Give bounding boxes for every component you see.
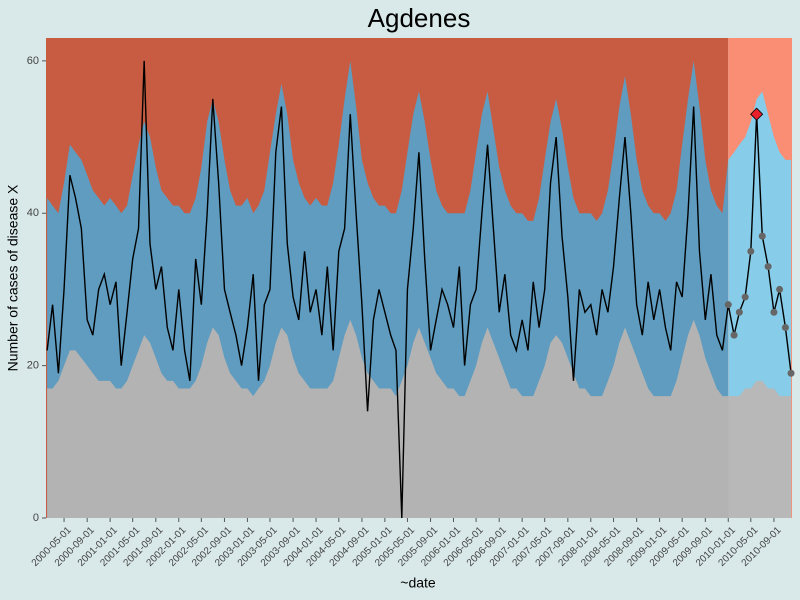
case-point xyxy=(770,308,778,316)
y-axis-label: Number of cases of disease X xyxy=(5,184,21,371)
y-tick-label: 40 xyxy=(27,207,39,219)
chart-title: Agdenes xyxy=(368,3,471,33)
case-point xyxy=(787,369,795,377)
y-tick-label: 0 xyxy=(33,512,39,524)
case-point xyxy=(735,308,743,316)
case-point xyxy=(776,285,784,293)
case-point xyxy=(758,232,766,240)
case-point xyxy=(730,331,738,339)
y-tick-label: 20 xyxy=(27,360,39,372)
case-point xyxy=(724,301,732,309)
below-region xyxy=(728,380,792,518)
case-point xyxy=(764,263,772,271)
y-tick-label: 60 xyxy=(27,55,39,67)
x-axis-label: ~date xyxy=(400,575,436,591)
cases-line xyxy=(46,60,792,519)
below-region xyxy=(47,319,729,518)
case-point xyxy=(747,247,755,255)
case-point xyxy=(741,293,749,301)
case-point xyxy=(781,324,789,332)
alarm-marker xyxy=(750,107,764,121)
